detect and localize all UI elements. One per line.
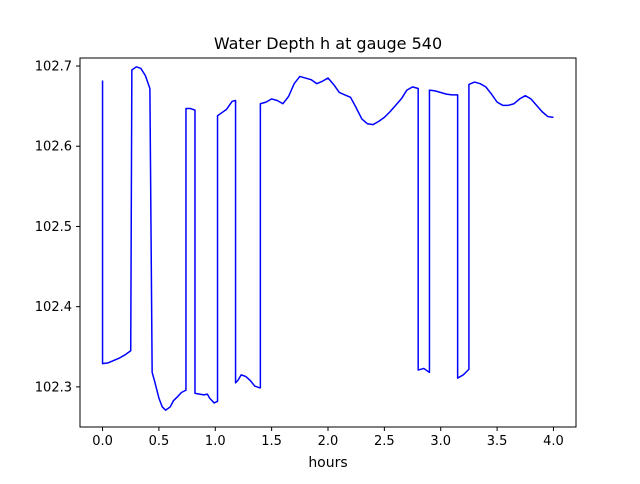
series-line-1 (101, 66, 554, 411)
x-tick-label: 1.5 (261, 434, 282, 449)
y-tick-label: 102.4 (35, 300, 72, 315)
x-tick-label: 2.5 (374, 434, 395, 449)
x-tick-label: 3.0 (430, 434, 451, 449)
x-axis-ticks: 0.0 0.5 1.0 1.5 2.0 2.5 3.0 3.5 4.0 (92, 427, 564, 449)
x-tick-label: 1.0 (205, 434, 226, 449)
y-tick-label: 102.3 (35, 380, 72, 395)
y-tick-label: 102.6 (35, 140, 72, 155)
x-tick-label: 2.0 (318, 434, 339, 449)
y-axis-ticks: 102.3 102.4 102.5 102.6 102.7 (35, 60, 80, 395)
chart-title: Water Depth h at gauge 540 (214, 34, 442, 53)
y-tick-label: 102.7 (35, 60, 72, 75)
x-tick-label: 0.0 (92, 434, 113, 449)
x-tick-label: 4.0 (543, 434, 564, 449)
plot-area (79, 57, 577, 428)
x-tick-label: 3.5 (487, 434, 508, 449)
plot-frame (79, 57, 577, 428)
y-tick-label: 102.5 (35, 220, 72, 235)
x-axis-label: hours (308, 455, 347, 471)
x-tick-label: 0.5 (149, 434, 170, 449)
